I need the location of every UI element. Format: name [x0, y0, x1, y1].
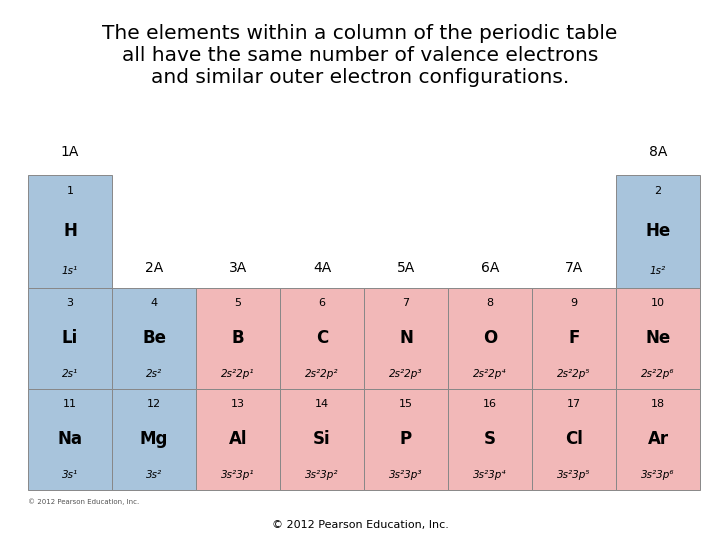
Text: 3s²: 3s² — [146, 470, 162, 480]
Text: Ar: Ar — [647, 430, 669, 448]
Text: 11: 11 — [63, 399, 77, 409]
Text: Si: Si — [313, 430, 330, 448]
Text: 5: 5 — [235, 298, 241, 308]
Bar — [280, 287, 364, 389]
Text: 17: 17 — [567, 399, 581, 409]
Text: Li: Li — [62, 329, 78, 347]
Bar — [28, 175, 112, 287]
Text: P: P — [400, 430, 412, 448]
Text: N: N — [399, 329, 413, 347]
Bar — [280, 389, 364, 490]
Text: 3s¹: 3s¹ — [62, 470, 78, 480]
Text: © 2012 Pearson Education, Inc.: © 2012 Pearson Education, Inc. — [271, 520, 449, 530]
Text: 8: 8 — [487, 298, 494, 308]
Bar — [112, 389, 196, 490]
Text: 2A: 2A — [145, 261, 163, 275]
Text: © 2012 Pearson Education, Inc.: © 2012 Pearson Education, Inc. — [28, 498, 139, 505]
Text: 2s²2p²: 2s²2p² — [305, 369, 338, 379]
Text: 1: 1 — [66, 186, 73, 196]
Text: 14: 14 — [315, 399, 329, 409]
Text: 13: 13 — [231, 399, 245, 409]
Text: 1s¹: 1s¹ — [62, 266, 78, 275]
Text: 12: 12 — [147, 399, 161, 409]
Text: 2s²2p⁵: 2s²2p⁵ — [557, 369, 590, 379]
Bar — [616, 175, 700, 287]
Text: 7A: 7A — [565, 261, 583, 275]
Text: 4: 4 — [150, 298, 158, 308]
Text: 1s²: 1s² — [650, 266, 666, 275]
Text: Al: Al — [229, 430, 247, 448]
Bar — [112, 287, 196, 389]
Text: 2s¹: 2s¹ — [62, 369, 78, 379]
Text: He: He — [645, 222, 670, 240]
Text: 2: 2 — [654, 186, 662, 196]
Text: 2s²2p¹: 2s²2p¹ — [221, 369, 255, 379]
Text: 3s²3p⁴: 3s²3p⁴ — [473, 470, 507, 480]
Text: Na: Na — [58, 430, 83, 448]
Text: 3: 3 — [66, 298, 73, 308]
Text: 3s²3p³: 3s²3p³ — [390, 470, 423, 480]
Text: 3s²3p⁵: 3s²3p⁵ — [557, 470, 590, 480]
Bar — [616, 389, 700, 490]
Bar — [364, 389, 448, 490]
Bar — [28, 287, 112, 389]
Text: O: O — [483, 329, 497, 347]
Text: Cl: Cl — [565, 430, 583, 448]
Text: 1A: 1A — [60, 145, 79, 159]
Text: 7: 7 — [402, 298, 410, 308]
Text: 3A: 3A — [229, 261, 247, 275]
Text: H: H — [63, 222, 77, 240]
Text: The elements within a column of the periodic table
all have the same number of v: The elements within a column of the peri… — [102, 24, 618, 87]
Text: 16: 16 — [483, 399, 497, 409]
Bar — [196, 389, 280, 490]
Text: Mg: Mg — [140, 430, 168, 448]
Text: B: B — [232, 329, 244, 347]
Bar — [364, 287, 448, 389]
Text: Ne: Ne — [645, 329, 670, 347]
Text: 15: 15 — [399, 399, 413, 409]
Text: 3s²3p¹: 3s²3p¹ — [221, 470, 255, 480]
Bar — [448, 287, 532, 389]
Text: 8A: 8A — [649, 145, 667, 159]
Bar — [196, 287, 280, 389]
Text: 2s²: 2s² — [146, 369, 162, 379]
Bar — [28, 389, 112, 490]
Text: 3s²3p⁶: 3s²3p⁶ — [642, 470, 675, 480]
Bar — [532, 389, 616, 490]
Text: Be: Be — [142, 329, 166, 347]
Text: 2s²2p³: 2s²2p³ — [390, 369, 423, 379]
Text: S: S — [484, 430, 496, 448]
Text: 5A: 5A — [397, 261, 415, 275]
Text: 2s²2p⁴: 2s²2p⁴ — [473, 369, 507, 379]
Text: 9: 9 — [570, 298, 577, 308]
Bar — [616, 287, 700, 389]
Text: 10: 10 — [651, 298, 665, 308]
Bar — [532, 287, 616, 389]
Text: 18: 18 — [651, 399, 665, 409]
Text: 6A: 6A — [481, 261, 499, 275]
Text: C: C — [316, 329, 328, 347]
Text: F: F — [568, 329, 580, 347]
Text: 2s²2p⁶: 2s²2p⁶ — [642, 369, 675, 379]
Bar — [448, 389, 532, 490]
Text: 6: 6 — [318, 298, 325, 308]
Text: 3s²3p²: 3s²3p² — [305, 470, 338, 480]
Text: 4A: 4A — [313, 261, 331, 275]
